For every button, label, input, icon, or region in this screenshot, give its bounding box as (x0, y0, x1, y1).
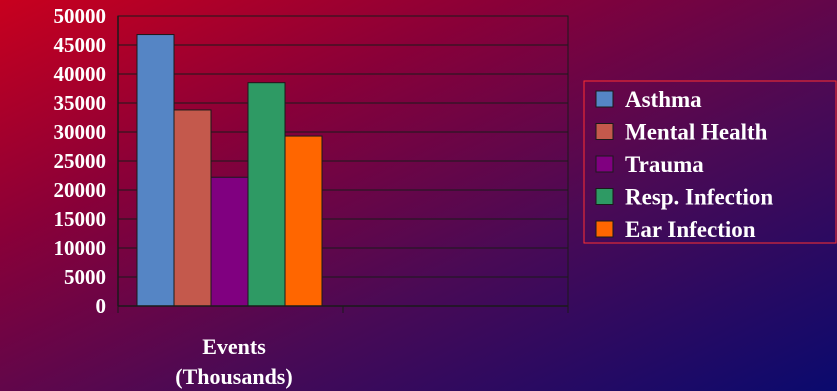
legend-swatch (595, 155, 614, 173)
y-axis-tick-labels: 0 5000 10000 15000 20000 25000 30000 35000 40000… (54, 4, 107, 318)
y-tick-label: 0 (96, 294, 107, 318)
legend: Asthma Mental Health Trauma Resp. Infection… (583, 80, 837, 244)
axes (117, 15, 569, 313)
y-tick-label: 5000 (64, 265, 106, 289)
legend-label: Trauma (625, 152, 704, 177)
bar-ear-infection (284, 135, 323, 307)
legend-label: Resp. Infection (625, 185, 773, 210)
y-tick-label: 40000 (54, 62, 107, 86)
y-tick-label: 10000 (54, 236, 107, 260)
legend-box (583, 80, 837, 244)
legend-label: Mental Health (625, 120, 768, 145)
bar-trauma (210, 176, 249, 307)
y-tick-label: 35000 (54, 91, 107, 115)
y-tick-label: 45000 (54, 33, 107, 57)
bar-mental-health (173, 109, 212, 307)
y-tick-label: 30000 (54, 120, 107, 144)
y-tick-label: 20000 (54, 178, 107, 202)
x-axis-label: Events (Thousands) (175, 334, 292, 389)
y-tick-label: 50000 (54, 4, 107, 28)
legend-swatch (595, 90, 614, 108)
legend-label: Ear Infection (625, 217, 756, 242)
legend-swatch (595, 220, 614, 238)
x-axis-label-line-2: (Thousands) (175, 364, 292, 389)
legend-swatch (595, 123, 614, 140)
y-tick-label: 25000 (54, 149, 107, 173)
legend-swatch (595, 188, 614, 205)
y-tick-label: 15000 (54, 207, 107, 231)
x-axis-label-line-1: Events (202, 334, 266, 359)
bar-asthma (136, 34, 175, 307)
legend-label: Asthma (625, 87, 702, 112)
bar-resp-infection (247, 82, 286, 307)
bars (136, 34, 323, 307)
